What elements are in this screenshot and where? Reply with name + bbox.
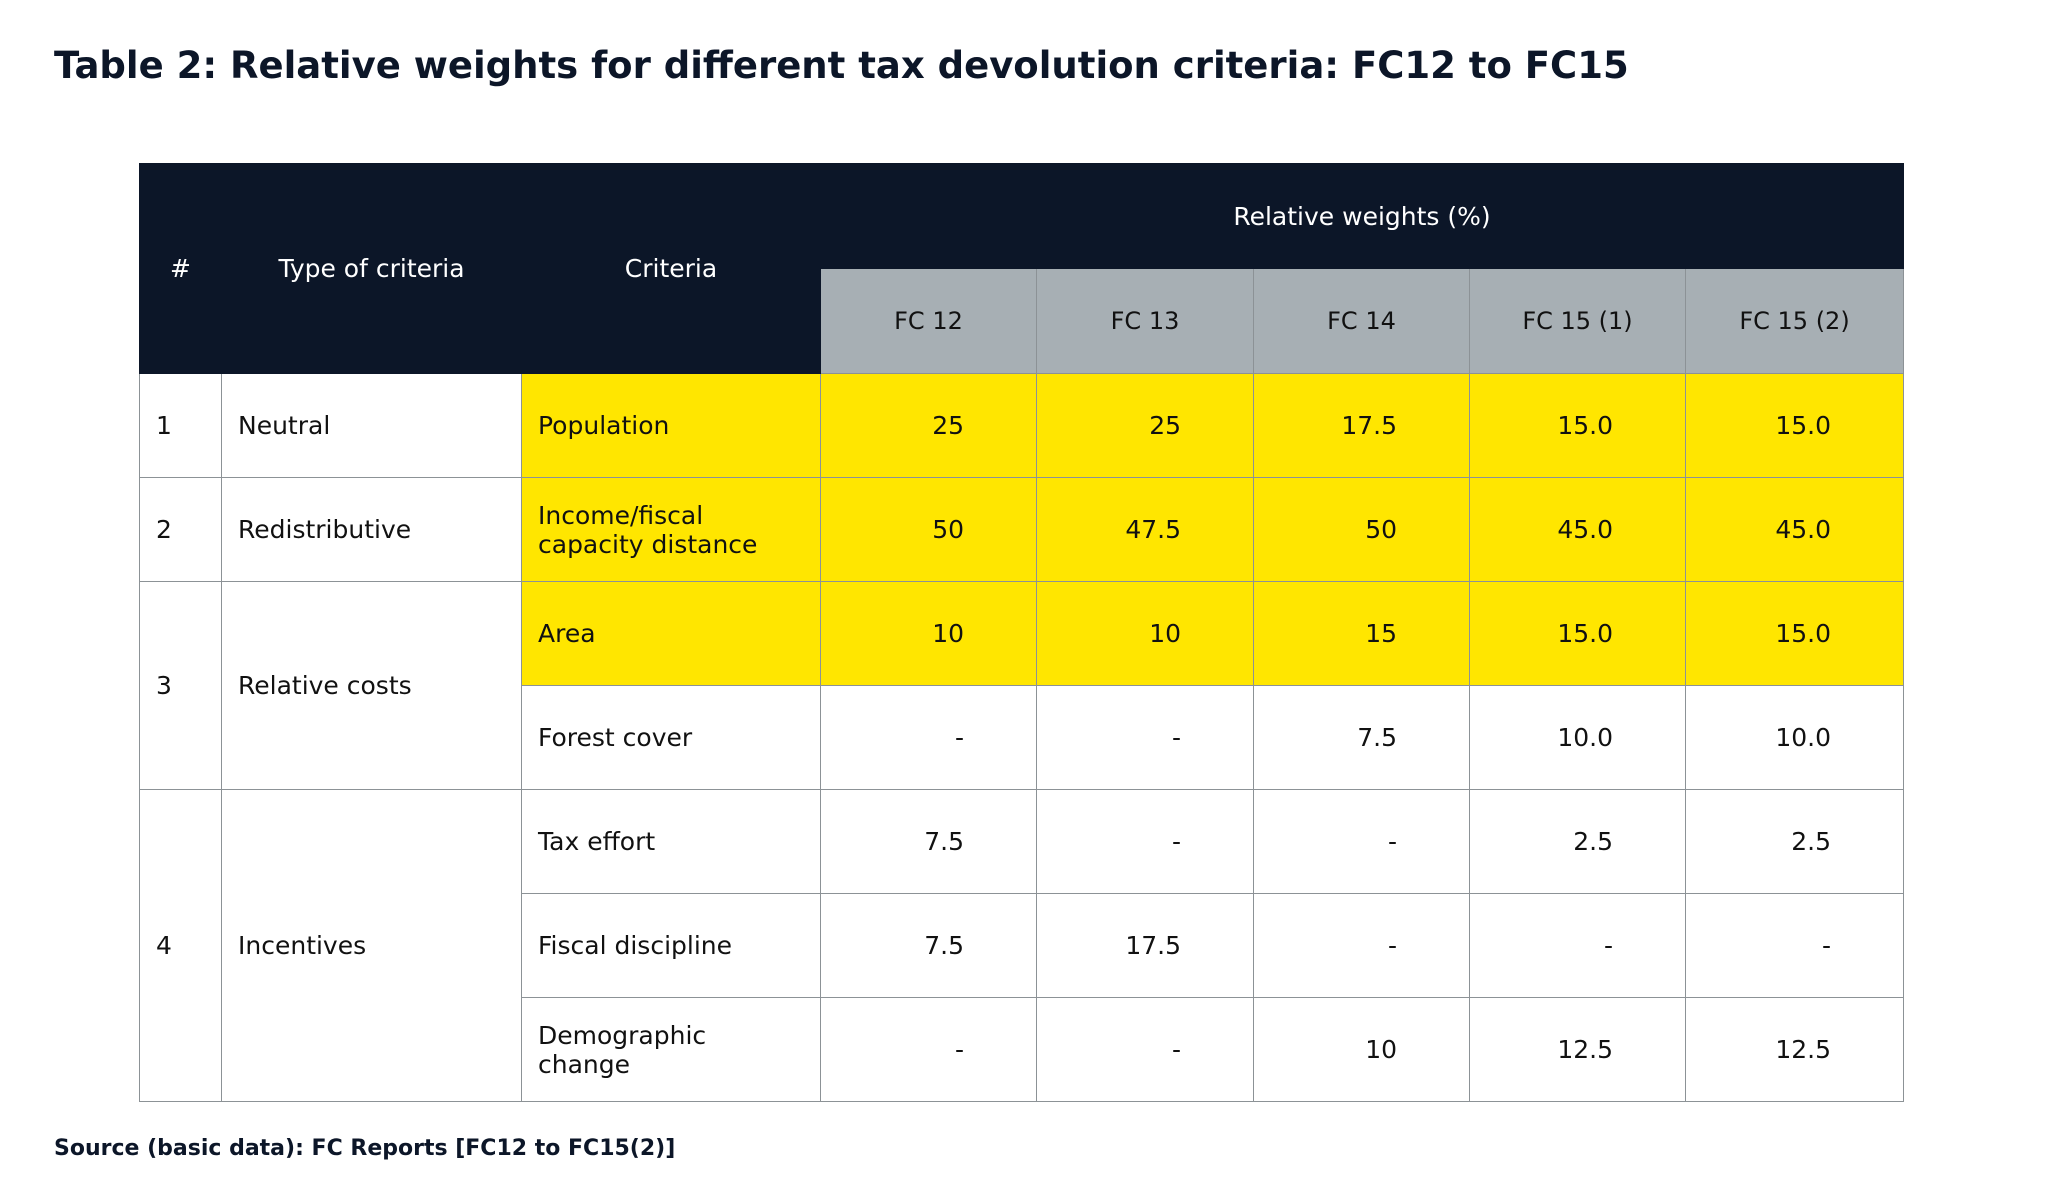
cell-value: - xyxy=(1036,685,1254,790)
table-row: 4 Incentives Tax effort 7.5 - - 2.5 2.5 xyxy=(139,789,1905,1102)
row-num: 3 xyxy=(139,581,222,790)
cell-value: 10 xyxy=(1036,581,1254,686)
cell-value: 7.5 xyxy=(820,789,1037,894)
cell-value: 7.5 xyxy=(820,893,1037,998)
cell-value: 15.0 xyxy=(1684,373,1905,478)
header-relative-weights: Relative weights (%) xyxy=(819,163,1905,269)
cell-value: 15.0 xyxy=(1684,581,1905,686)
header-fc14: FC 14 xyxy=(1253,268,1470,374)
cell-value: 17.5 xyxy=(1036,893,1254,998)
cell-value: - xyxy=(1253,893,1470,998)
cell-value: 17.5 xyxy=(1253,373,1470,478)
cell-value: - xyxy=(1036,997,1254,1102)
cell-value: 10 xyxy=(820,581,1037,686)
cell-value: 12.5 xyxy=(1469,997,1686,1102)
table-title: Table 2: Relative weights for different … xyxy=(54,44,1629,87)
cell-value: 10.0 xyxy=(1469,685,1686,790)
cell-value: 12.5 xyxy=(1684,997,1905,1102)
header-type: Type of criteria xyxy=(221,163,522,374)
table-row: 3 Relative costs Area 10 10 15 15.0 15.0 xyxy=(139,581,1905,790)
cell-value: - xyxy=(1684,893,1905,998)
row-criteria: Population xyxy=(521,373,821,478)
cell-value: 10.0 xyxy=(1684,685,1905,790)
cell-value: - xyxy=(1253,789,1470,894)
table-row: Demographic change - - 10 12.5 12.5 xyxy=(140,997,1905,1102)
cell-value: 15 xyxy=(1253,581,1470,686)
row-criteria: Fiscal discipline xyxy=(521,893,821,998)
cell-value: 7.5 xyxy=(1253,685,1470,790)
row-type: Relative costs xyxy=(221,581,522,790)
cell-value: 2.5 xyxy=(1469,789,1686,894)
row-type: Neutral xyxy=(221,373,522,478)
cell-value: 47.5 xyxy=(1036,477,1254,582)
cell-value: 50 xyxy=(820,477,1037,582)
cell-value: 45.0 xyxy=(1684,477,1905,582)
cell-value: 25 xyxy=(1036,373,1254,478)
table-row: 2 Redistributive Income/fiscal capacity … xyxy=(139,477,1905,582)
cell-value: 45.0 xyxy=(1469,477,1686,582)
cell-value: 2.5 xyxy=(1684,789,1905,894)
header-num: # xyxy=(139,163,222,374)
row-criteria: Area xyxy=(521,581,821,686)
row-criteria: Demographic change xyxy=(521,997,821,1102)
row-criteria: Forest cover xyxy=(521,685,821,790)
row-criteria: Income/fiscal capacity distance xyxy=(521,477,821,582)
header-fc13: FC 13 xyxy=(1036,268,1254,374)
cell-value: - xyxy=(1469,893,1686,998)
weights-table: # Type of criteria Criteria Relative wei… xyxy=(139,163,1905,1102)
cell-value: 10 xyxy=(1253,997,1470,1102)
cell-value: - xyxy=(1036,789,1254,894)
table-row: Forest cover - - 7.5 10.0 10.0 xyxy=(140,685,1905,790)
header-fc15-2: FC 15 (2) xyxy=(1684,268,1905,374)
header-criteria: Criteria xyxy=(521,163,821,374)
row-num: 1 xyxy=(139,373,222,478)
cell-value: - xyxy=(820,685,1037,790)
row-criteria: Tax effort xyxy=(521,789,821,894)
header-fc15-1: FC 15 (1) xyxy=(1469,268,1686,374)
row-type: Redistributive xyxy=(221,477,522,582)
cell-value: 15.0 xyxy=(1469,373,1686,478)
header-fc12: FC 12 xyxy=(820,268,1037,374)
source-note: Source (basic data): FC Reports [FC12 to… xyxy=(54,1136,676,1161)
cell-value: 15.0 xyxy=(1469,581,1686,686)
cell-value: - xyxy=(820,997,1037,1102)
table-row: Fiscal discipline 7.5 17.5 - - - xyxy=(140,893,1905,998)
row-type: Incentives xyxy=(221,789,522,1102)
row-num: 2 xyxy=(139,477,222,582)
row-num: 4 xyxy=(139,789,222,1102)
cell-value: 50 xyxy=(1253,477,1470,582)
cell-value: 25 xyxy=(820,373,1037,478)
table-row: 1 Neutral Population 25 25 17.5 15.0 15.… xyxy=(139,373,1905,478)
